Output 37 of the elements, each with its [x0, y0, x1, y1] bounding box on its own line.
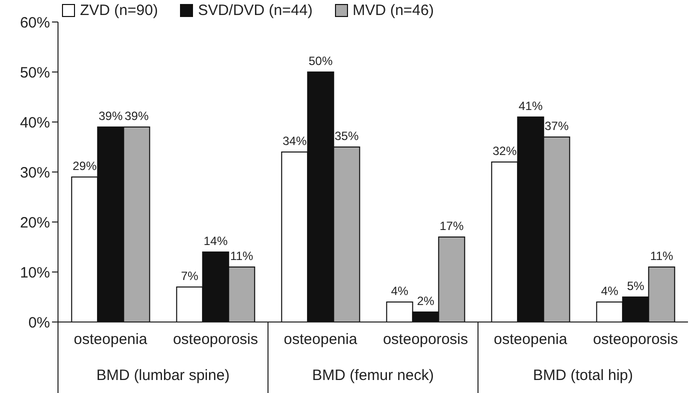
data-label: 39% — [124, 109, 149, 123]
data-label: 11% — [230, 249, 254, 263]
text: BMD (lumbar spine) — [96, 367, 230, 384]
legend-label: MVD (n=46) — [352, 2, 434, 19]
data-label: 2% — [416, 294, 435, 308]
y-tick-label: 50% — [20, 64, 50, 82]
text: BMD (femur neck) — [312, 367, 434, 384]
y-tick-label: 40% — [20, 114, 50, 132]
data-label: 37% — [544, 119, 569, 133]
x-tick-label: osteopenia — [74, 331, 148, 348]
data-label: 39% — [98, 109, 123, 123]
data-label: 5% — [626, 279, 645, 293]
data-label: 34% — [282, 134, 307, 148]
data-label: 17% — [440, 219, 464, 233]
x-tick-label: osteopenia — [284, 331, 358, 348]
data-label: 11% — [650, 249, 674, 263]
y-tick-label: 0% — [28, 314, 50, 332]
x-tick-label: osteopenia — [494, 331, 568, 348]
x-tick-label: osteoporosis — [592, 331, 678, 348]
y-tick-label: 30% — [20, 164, 50, 182]
y-tick-label: 20% — [20, 214, 50, 232]
data-label: 50% — [308, 54, 333, 68]
y-tick-label: 60% — [20, 14, 50, 32]
legend-label: SVD/DVD (n=44) — [198, 2, 313, 19]
data-label: 41% — [518, 99, 543, 113]
data-label: 4% — [390, 284, 409, 298]
text: BMD (total hip) — [532, 367, 634, 384]
x-tick-label: osteoporosis — [172, 331, 258, 348]
x-tick-label: osteoporosis — [382, 331, 468, 348]
data-label: 14% — [204, 234, 228, 248]
legend-label: ZVD (n=90) — [80, 2, 158, 19]
data-label: 32% — [492, 144, 517, 158]
data-label: 4% — [600, 284, 619, 298]
data-label: 7% — [180, 269, 199, 283]
data-label: 35% — [334, 129, 359, 143]
data-label: 29% — [72, 159, 97, 173]
y-tick-label: 10% — [20, 264, 50, 282]
